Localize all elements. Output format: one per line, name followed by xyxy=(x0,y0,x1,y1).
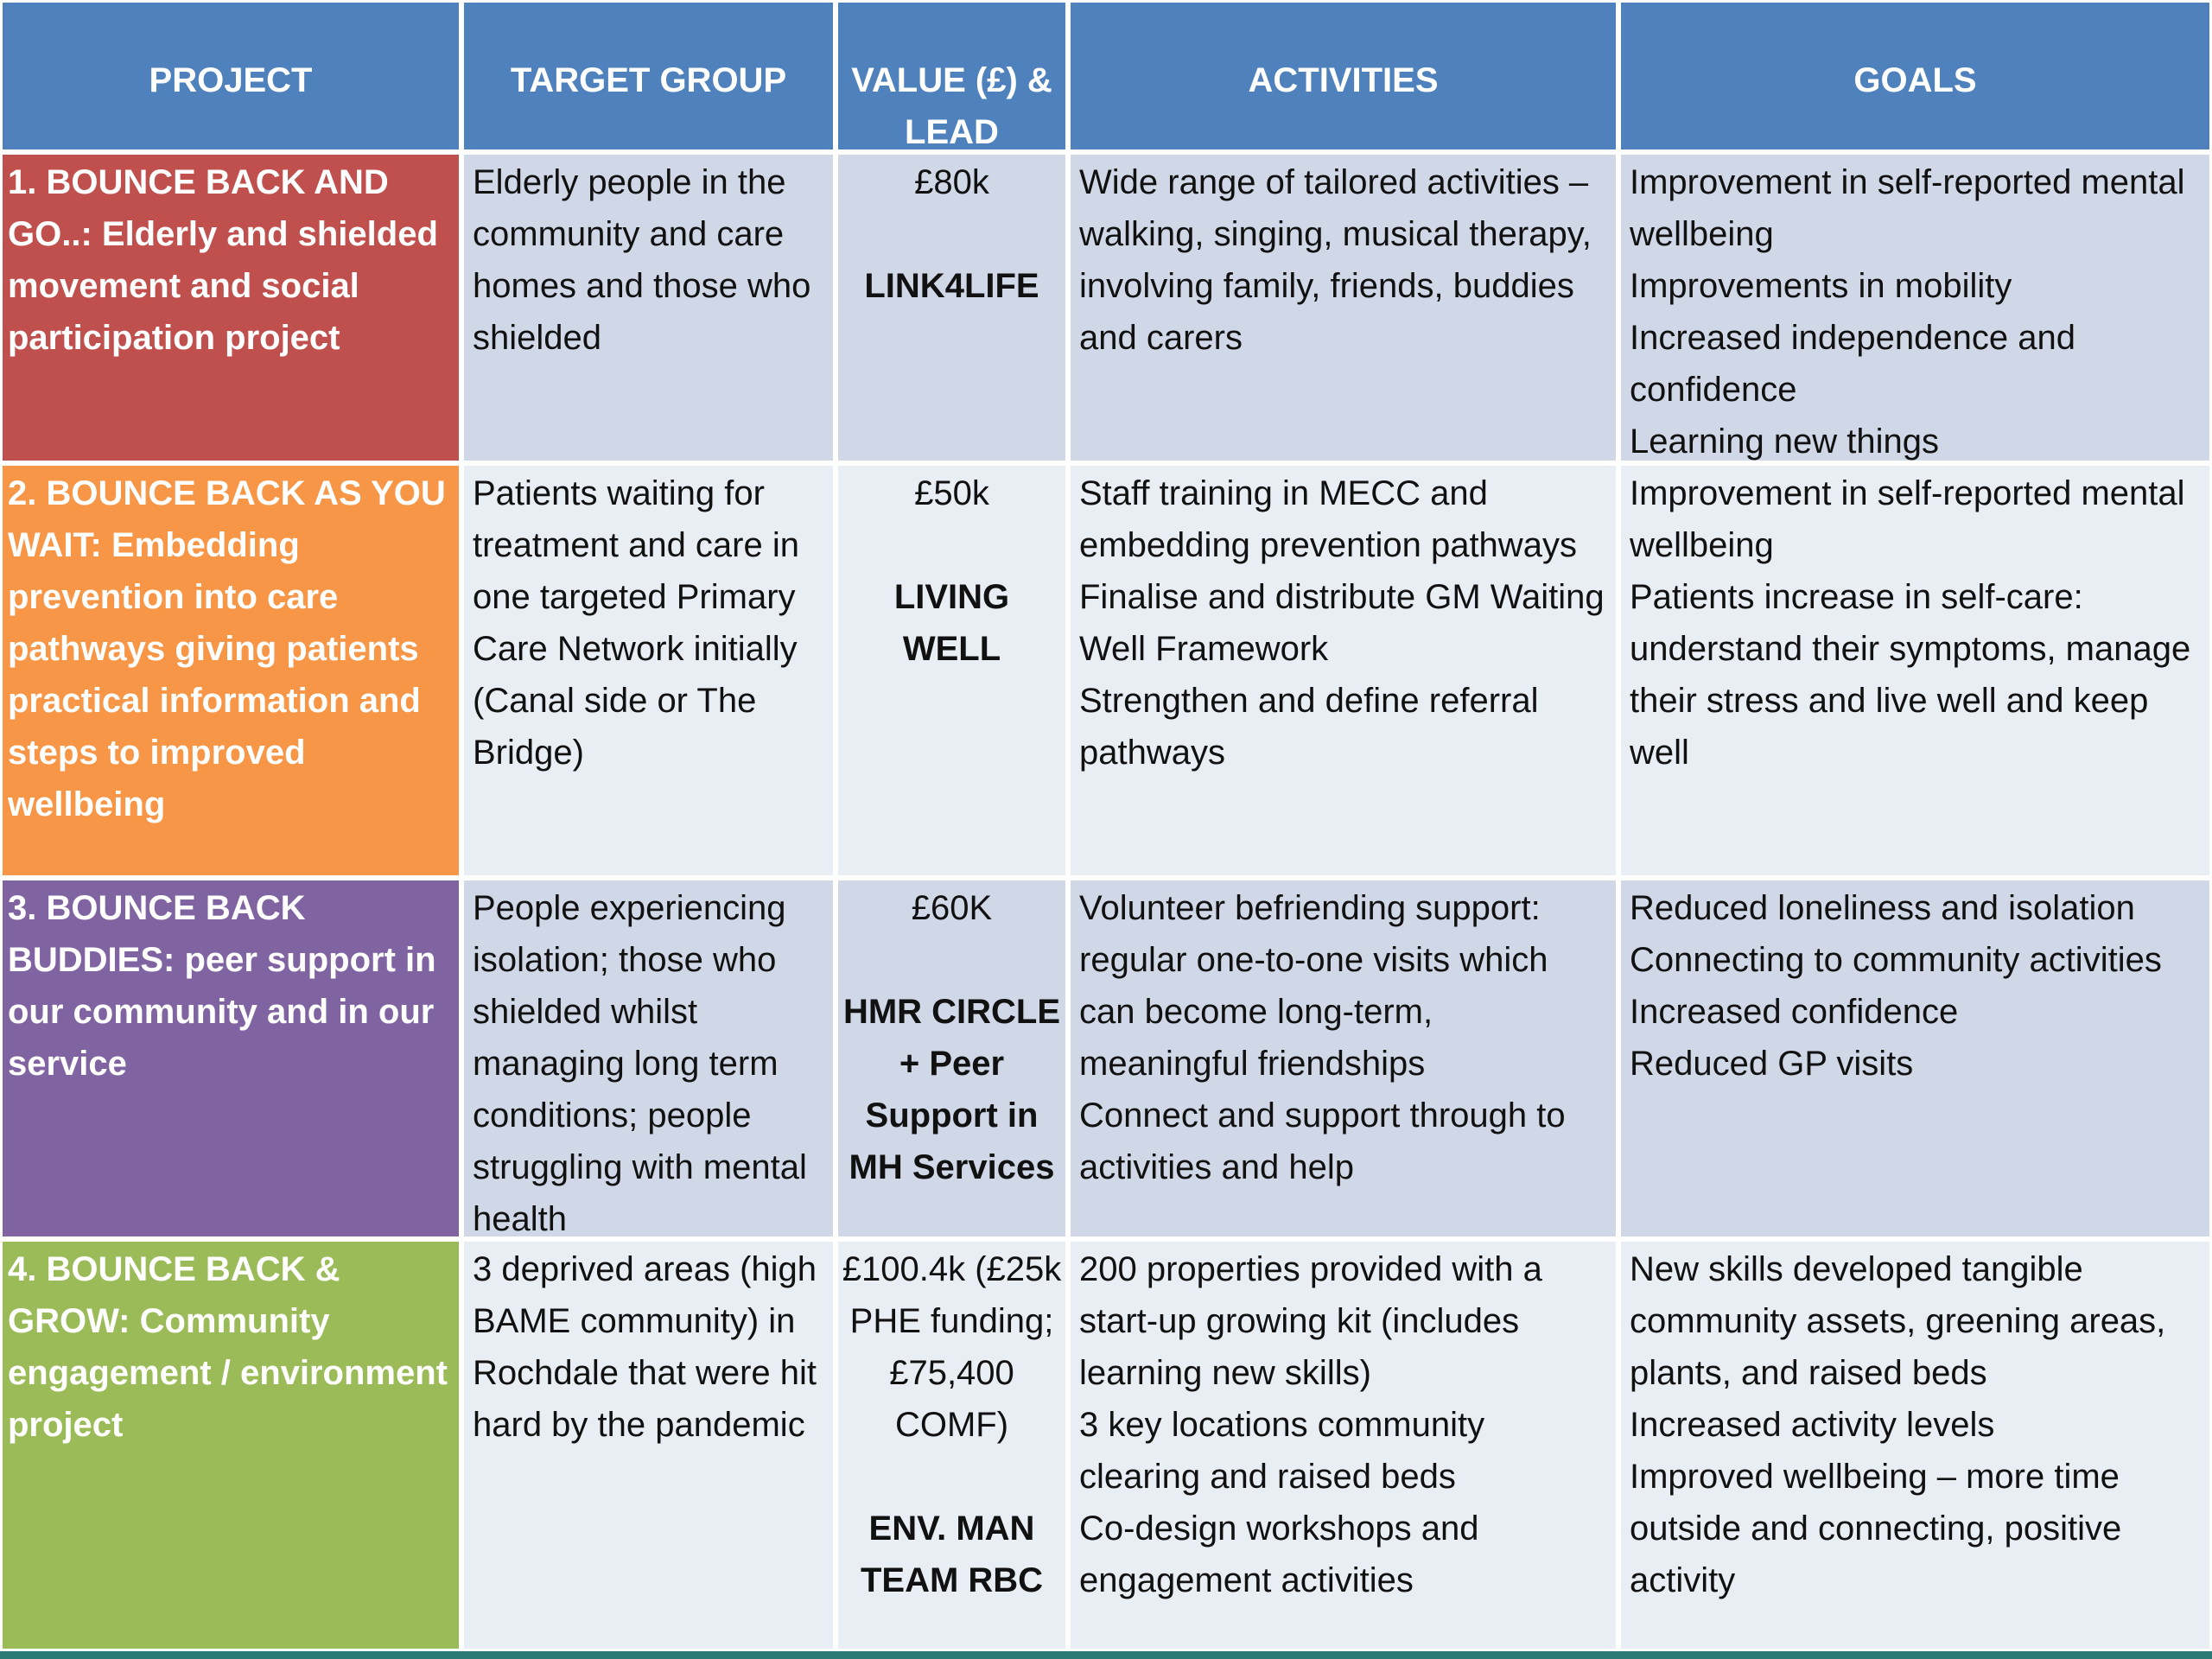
header-cell: PROJECT xyxy=(0,0,461,152)
goal-item: Increased activity levels xyxy=(1630,1406,1995,1444)
lead: HMR CIRCLE + Peer Support in MH Services xyxy=(842,993,1061,1186)
activitie-item: regular one-to-one visits which can beco… xyxy=(1079,941,1548,1083)
goal-item: Improved wellbeing – more time outside a… xyxy=(1630,1458,2122,1599)
activitie-item: 200 properties provided with a start-up … xyxy=(1079,1250,1542,1392)
goal-item: Reduced loneliness and isolation xyxy=(1630,889,2135,927)
header-cell: VALUE (£) & LEAD xyxy=(836,0,1068,152)
activities-cell: 200 properties provided with a start-up … xyxy=(1068,1239,1618,1651)
goal-item: Reduced GP visits xyxy=(1630,1045,1914,1083)
project-cell: 3. BOUNCE BACK BUDDIES: peer support in … xyxy=(0,878,461,1239)
activitie-item: Volunteer befriending support: xyxy=(1079,889,1541,927)
goals-cell: New skills developed tangible community … xyxy=(1618,1239,2212,1651)
activitie-item: Co-design workshops and engagement activ… xyxy=(1079,1510,1479,1599)
goal-item: Improvement in self-reported mental well… xyxy=(1630,163,2185,253)
lead: ENV. MAN TEAM RBC xyxy=(860,1510,1044,1599)
goal-item: Increased independence and confidence xyxy=(1630,319,2075,409)
goal-item: Increased confidence xyxy=(1630,993,1959,1031)
activities-cell: Wide range of tailored activities – walk… xyxy=(1068,152,1618,463)
goal-item: Learning new things xyxy=(1630,423,1940,461)
project-cell: 4. BOUNCE BACK & GROW: Community engagem… xyxy=(0,1239,461,1651)
header-cell: ACTIVITIES xyxy=(1068,0,1618,152)
value: £100.4k (£25k PHE funding; £75,400 COMF) xyxy=(842,1250,1062,1444)
activities-cell: Staff training in MECC and embedding pre… xyxy=(1068,463,1618,878)
goal-item: Patients increase in self-care: understa… xyxy=(1630,578,2191,772)
project-cell: 1. BOUNCE BACK AND GO..: Elderly and shi… xyxy=(0,152,461,463)
value: £50k xyxy=(914,474,989,512)
goals-cell: Improvement in self-reported mental well… xyxy=(1618,152,2212,463)
target-cell: Elderly people in the community and care… xyxy=(461,152,836,463)
project-cell: 2. BOUNCE BACK AS YOU WAIT: Embedding pr… xyxy=(0,463,461,878)
header-cell: GOALS xyxy=(1618,0,2212,152)
activitie-item: 3 key locations community clearing and r… xyxy=(1079,1406,1485,1496)
value-cell: £100.4k (£25k PHE funding; £75,400 COMF)… xyxy=(836,1239,1068,1651)
goals-cell: Reduced loneliness and isolation Connecti… xyxy=(1618,878,2212,1239)
activitie-item: Staff training in MECC and embedding pre… xyxy=(1079,474,1577,564)
lead: LINK4LIFE xyxy=(864,267,1039,305)
activitie-item: Wide range of tailored activities – walk… xyxy=(1079,163,1592,357)
goal-item: Connecting to community activities xyxy=(1630,941,2162,979)
header-cell: TARGET GROUP xyxy=(461,0,836,152)
activities-cell: Volunteer befriending support: regular on… xyxy=(1068,878,1618,1239)
footer-strip xyxy=(0,1651,2212,1659)
lead: LIVING WELL xyxy=(893,578,1010,668)
target-cell: 3 deprived areas (high BAME community) i… xyxy=(461,1239,836,1651)
target-cell: Patients waiting for treatment and care … xyxy=(461,463,836,878)
value-cell: £60K HMR CIRCLE + Peer Support in MH Serv… xyxy=(836,878,1068,1239)
value-cell: £50k LIVING WELL xyxy=(836,463,1068,878)
goals-cell: Improvement in self-reported mental well… xyxy=(1618,463,2212,878)
value: £80k xyxy=(914,163,989,201)
value: £60K xyxy=(911,889,993,927)
activitie-item: Connect and support through to activitie… xyxy=(1079,1096,1566,1186)
activitie-item: Strengthen and define referral pathways xyxy=(1079,682,1539,772)
target-cell: People experiencing isolation; those who… xyxy=(461,878,836,1239)
value-cell: £80k LINK4LIFE xyxy=(836,152,1068,463)
goal-item: Improvements in mobility xyxy=(1630,267,2012,305)
activitie-item: Finalise and distribute GM Waiting Well … xyxy=(1079,578,1605,668)
goal-item: Improvement in self-reported mental well… xyxy=(1630,474,2185,564)
goal-item: New skills developed tangible community … xyxy=(1630,1250,2166,1392)
